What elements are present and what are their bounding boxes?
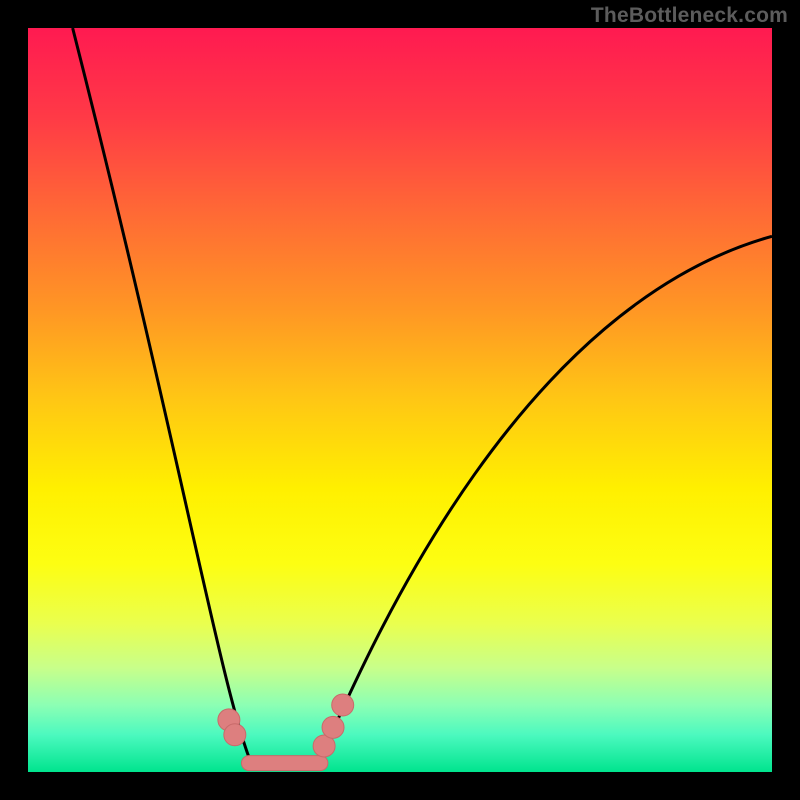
valley-marker-bar bbox=[241, 756, 327, 771]
right-marker-1 bbox=[322, 716, 344, 738]
markers-group bbox=[218, 694, 354, 771]
plot-area bbox=[28, 28, 772, 772]
right-marker-2 bbox=[332, 694, 354, 716]
right-branch-curve bbox=[318, 236, 772, 763]
watermark-text: TheBottleneck.com bbox=[591, 4, 788, 28]
chart-svg bbox=[28, 28, 772, 772]
left-marker-1 bbox=[224, 724, 246, 746]
left-branch-curve bbox=[73, 28, 252, 763]
outer-frame: TheBottleneck.com bbox=[0, 0, 800, 800]
